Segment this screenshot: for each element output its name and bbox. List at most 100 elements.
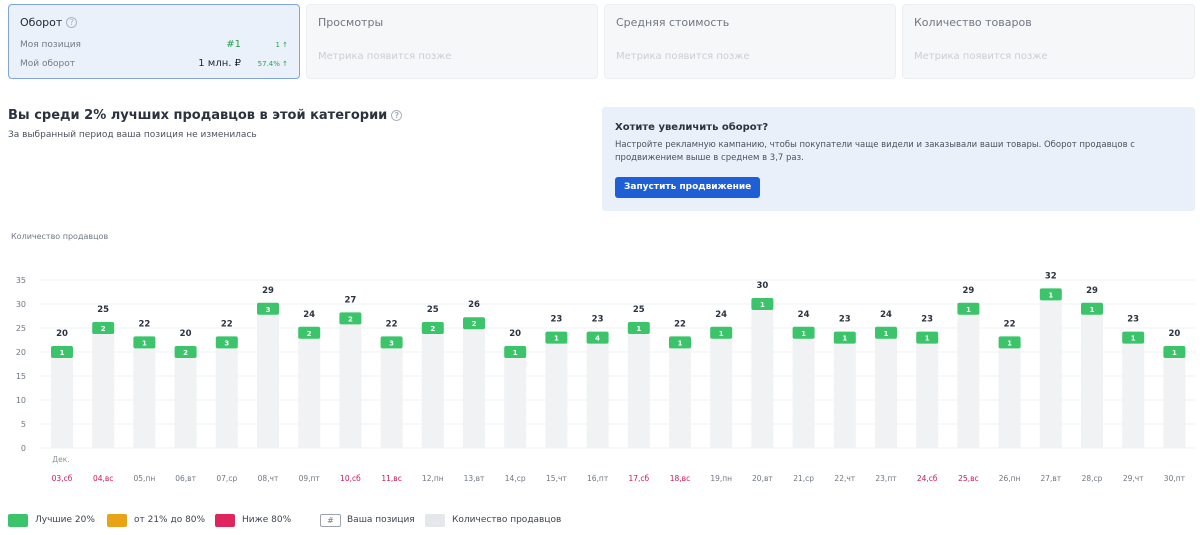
your-position-badge: [463, 317, 485, 330]
your-position-badge: [298, 326, 321, 339]
your-position-label: 2: [101, 325, 106, 333]
y-tick-label: 35: [16, 276, 26, 285]
x-tick-label: 06,вт: [175, 474, 196, 483]
x-tick-label: 12,пн: [422, 474, 444, 483]
your-position-label: 1: [801, 330, 806, 338]
my-position-value: #1: [226, 39, 241, 50]
your-position-label: 2: [430, 325, 435, 333]
bar-value-label: 23: [592, 315, 604, 325]
your-position-label: 2: [348, 315, 353, 323]
turnover-card[interactable]: Оборот? Моя позиция #1 1 ↑ Мой оборот 1 …: [8, 4, 300, 79]
ranking-heading-text: Вы среди 2% лучших продавцов в этой кате…: [8, 108, 388, 123]
bar-value-label: 27: [344, 295, 356, 305]
x-tick-label: 10,сб: [340, 474, 361, 483]
x-tick-label: 05,пн: [134, 474, 156, 483]
seller-count-bar: [916, 337, 939, 448]
seller-count-bar: [586, 337, 609, 448]
help-icon[interactable]: ?: [66, 17, 78, 28]
your-position-badge: [916, 331, 939, 344]
x-tick-label: 21,ср: [793, 474, 814, 483]
my-position-label: Моя позиция: [20, 40, 81, 50]
y-tick-label: 30: [16, 300, 26, 309]
y-tick-label: 0: [21, 444, 26, 453]
legend-seller-count-swatch: [425, 514, 445, 527]
your-position-label: 2: [183, 349, 188, 357]
ranking-heading: Вы среди 2% лучших продавцов в этой кате…: [8, 108, 403, 123]
legend-mid-label: от 21% до 80%: [134, 515, 206, 525]
your-position-badge: [504, 346, 527, 358]
your-position-label: 1: [719, 330, 724, 338]
start-promotion-button[interactable]: Запустить продвижение: [615, 177, 761, 198]
seller-count-bar: [751, 304, 774, 448]
promo-title: Хотите увеличить оборот?: [615, 122, 769, 133]
bar-value-label: 20: [56, 329, 68, 339]
seller-count-bar: [133, 342, 156, 448]
your-position-label: 1: [1172, 349, 1177, 357]
y-tick-label: 15: [16, 372, 26, 381]
your-position-badge: [710, 326, 733, 339]
your-position-badge: [215, 336, 238, 349]
avg-cost-card[interactable]: Средняя стоимость Метрика появится позже: [604, 4, 896, 79]
seller-count-bar: [792, 332, 815, 448]
your-position-label: 1: [1048, 291, 1053, 299]
x-tick-label: 08,чт: [258, 474, 279, 483]
bar-value-label: 25: [427, 305, 439, 315]
x-tick-label: 25,вс: [958, 474, 978, 483]
x-tick-label: 26,пн: [999, 474, 1021, 483]
x-tick-label: 17,сб: [628, 474, 649, 483]
your-position-label: 1: [1090, 306, 1095, 314]
bar-value-label: 22: [138, 319, 150, 329]
your-position-label: 1: [513, 349, 518, 357]
seller-count-bar: [627, 328, 650, 448]
your-position-badge: [998, 336, 1021, 349]
bar-value-label: 24: [798, 310, 810, 320]
legend-below80-label: Ниже 80%: [242, 515, 292, 525]
y-tick-label: 25: [16, 324, 26, 333]
seller-count-bar: [875, 332, 897, 448]
legend-mid-swatch: [107, 514, 127, 527]
bar-value-label: 29: [262, 286, 274, 296]
x-tick-label: 13,вт: [464, 474, 485, 483]
bar-value-label: 25: [97, 305, 109, 315]
your-position-badge: [669, 336, 691, 349]
legend-your-position-label: Ваша позиция: [347, 515, 415, 525]
bar-value-label: 24: [303, 310, 315, 320]
legend-your-position-swatch: #: [320, 514, 341, 527]
your-position-badge: [51, 346, 73, 358]
y-tick-label: 10: [16, 396, 26, 405]
x-tick-label: 27,вт: [1040, 474, 1061, 483]
x-tick-label: 04,вс: [93, 474, 113, 483]
x-tick-label: 28,ср: [1082, 474, 1103, 483]
bar-value-label: 32: [1045, 271, 1057, 281]
x-tick-label: 23,пт: [875, 474, 897, 483]
bar-value-label: 29: [1086, 286, 1098, 296]
bar-value-label: 22: [1004, 319, 1016, 329]
your-position-badge: [875, 326, 897, 339]
seller-count-bar: [504, 352, 527, 448]
your-position-label: 2: [307, 330, 312, 338]
help-icon[interactable]: ?: [391, 110, 403, 121]
x-tick-label: 22,чт: [834, 474, 855, 483]
your-position-badge: [133, 336, 156, 349]
ranking-subheading: За выбранный период ваша позиция не изме…: [8, 130, 257, 140]
your-position-label: 1: [636, 325, 641, 333]
seller-count-bar: [710, 332, 733, 448]
goods-count-card[interactable]: Количество товаров Метрика появится позж…: [902, 4, 1195, 79]
y-tick-label: 5: [21, 420, 26, 429]
seller-count-bar: [257, 308, 279, 448]
y-axis-label: Количество продавцов: [11, 232, 109, 241]
bar-value-label: 23: [550, 315, 562, 325]
bar-value-label: 23: [839, 315, 851, 325]
seller-count-bar: [92, 328, 115, 448]
bar-value-label: 24: [880, 310, 892, 320]
your-position-label: 1: [760, 301, 765, 309]
bar-value-label: 22: [386, 319, 398, 329]
your-position-badge: [1122, 331, 1145, 344]
seller-count-bar: [298, 332, 321, 448]
x-tick-label: 20,вт: [752, 474, 773, 483]
seller-count-bar: [1163, 352, 1186, 448]
your-position-badge: [380, 336, 403, 349]
x-tick-label: 29,чт: [1123, 474, 1144, 483]
bar-value-label: 25: [633, 305, 645, 315]
views-card[interactable]: Просмотры Метрика появится позже: [306, 4, 598, 79]
